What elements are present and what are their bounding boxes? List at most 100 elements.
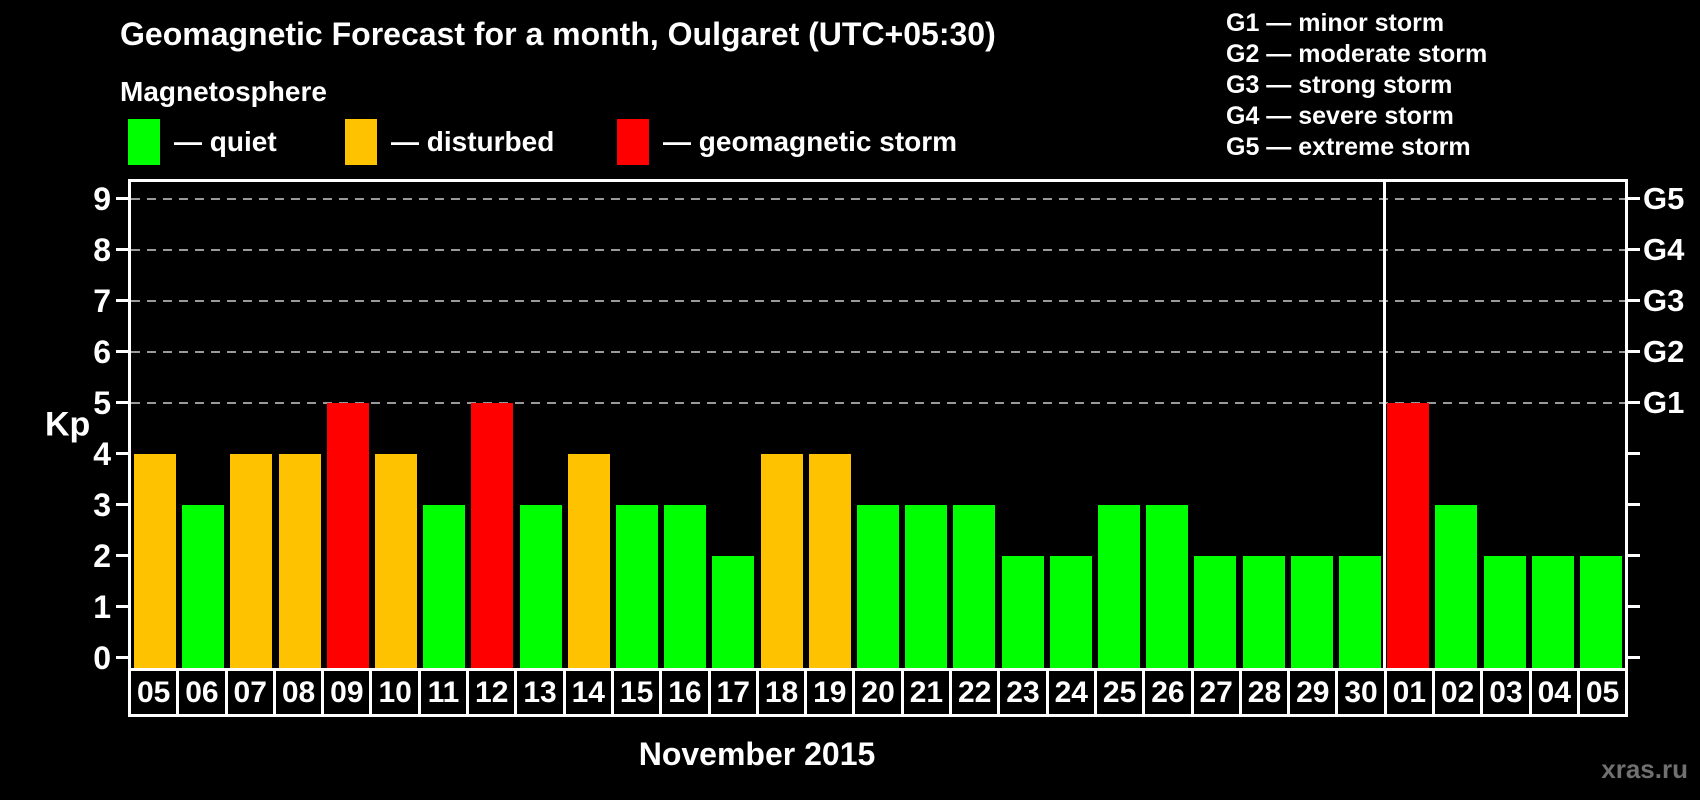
bar-day-16-kp3 [664, 504, 707, 668]
date-cell-nov-20: 20 [855, 671, 904, 714]
date-cell-nov-21: 21 [904, 671, 953, 714]
g-legend-line-g5: G5 — extreme storm [1226, 133, 1471, 161]
date-cell-nov-17: 17 [711, 671, 759, 714]
y-axis-tick-left-4 [116, 452, 128, 456]
g-axis-label-g5: G5 [1643, 180, 1685, 216]
y-axis-tick-right-6 [1628, 350, 1640, 354]
date-cell-nov-15: 15 [614, 671, 663, 714]
bar-day-08-kp4 [278, 453, 321, 668]
date-cell-nov-23: 23 [1000, 671, 1049, 714]
y-axis-tick-right-7 [1628, 299, 1640, 303]
magnetosphere-label: Magnetosphere [120, 76, 327, 107]
y-tick-label-6: 6 [93, 333, 111, 370]
date-cell-nov-09: 09 [324, 671, 373, 714]
bar-day-15-kp3 [616, 504, 659, 668]
bar-day-12-kp5 [471, 402, 514, 668]
gridline-kp8 [131, 248, 1625, 251]
y-axis-tick-left-3 [116, 503, 128, 507]
date-cell-nov-12: 12 [469, 671, 518, 714]
g-legend-line-g4: G4 — severe storm [1226, 102, 1454, 130]
y-axis-tick-right-8 [1628, 248, 1640, 252]
date-cell-nov-16: 16 [662, 671, 711, 714]
g-legend-line-g3: G3 — strong storm [1226, 71, 1453, 99]
storm-color-swatch-icon [617, 119, 649, 165]
y-axis-tick-left-5 [116, 401, 128, 405]
date-axis-row: 05 06 07 08 09 10 11 12 13 14 15 16 17 18 19 20 21 22 23 24… [128, 668, 1628, 717]
date-cell-nov-24: 24 [1049, 671, 1097, 714]
g-legend-line-g2: G2 — moderate storm [1226, 40, 1488, 68]
y-axis-tick-left-1 [116, 605, 128, 609]
bar-day-21-kp3 [905, 504, 948, 668]
date-cell-nov-25: 25 [1097, 671, 1146, 714]
bar-day-11-kp3 [423, 504, 466, 668]
y-axis-tick-right-5 [1628, 401, 1640, 405]
disturbed-color-swatch-icon [345, 119, 377, 165]
y-tick-label-0: 0 [93, 639, 111, 676]
y-axis-tick-right-3 [1628, 503, 1640, 507]
date-cell-dec-05: 05 [1585, 675, 1620, 709]
date-cell-nov-27: 27 [1194, 671, 1242, 714]
g-axis-label-g4: G4 [1643, 231, 1685, 267]
month-axis-title: November 2015 [638, 736, 876, 772]
y-axis-tick-right-1 [1628, 605, 1640, 609]
legend-label-storm: — geomagnetic storm [663, 126, 958, 157]
date-cell-nov-05: 05 [131, 671, 180, 714]
bar-day-29-kp2 [1290, 555, 1333, 668]
legend-item-disturbed: — disturbed [345, 118, 554, 166]
legend-label-quiet: — quiet [174, 126, 277, 157]
bar-day-28-kp2 [1242, 555, 1285, 668]
bar-day-20-kp3 [857, 504, 899, 668]
y-tick-label-5: 5 [93, 384, 111, 421]
date-cell-nov-30: 30 [1338, 671, 1387, 714]
date-cell-nov-28: 28 [1242, 671, 1291, 714]
y-tick-label-3: 3 [93, 486, 111, 523]
bar-day-27-kp2 [1194, 555, 1237, 668]
date-cell-nov-29: 29 [1290, 671, 1339, 714]
gridline-kp7 [131, 299, 1625, 302]
bar-day-19-kp4 [808, 453, 851, 668]
date-cell-dec-03: 03 [1483, 671, 1532, 714]
g-legend-line-g1: G1 — minor storm [1226, 9, 1445, 37]
kp-axis-label: Kp [45, 405, 91, 444]
y-axis-tick-right-4 [1628, 452, 1640, 456]
date-cell-nov-10: 10 [372, 671, 421, 714]
y-tick-label-7: 7 [93, 282, 111, 319]
bar-day-05-kp4 [134, 453, 177, 668]
g-axis-label-g1: G1 [1643, 384, 1685, 420]
date-cell-nov-22: 22 [952, 671, 1001, 714]
legend-label-disturbed: — disturbed [391, 126, 555, 157]
y-tick-label-2: 2 [93, 537, 111, 574]
y-axis-tick-left-9 [116, 197, 128, 201]
y-axis-tick-right-0 [1628, 656, 1640, 660]
bar-day-26-kp3 [1146, 504, 1189, 668]
bar-day-06-kp3 [182, 504, 225, 668]
g-scale-legend: G1 — minor storm G2 — moderate storm G3 … [1226, 8, 1487, 163]
date-cell-nov-07: 07 [228, 671, 276, 714]
bar-day-03-kp2 [1483, 555, 1526, 668]
quiet-color-swatch-icon [128, 119, 160, 165]
bar-day-02-kp3 [1435, 504, 1478, 668]
gridline-kp6 [131, 350, 1625, 353]
month-separator-line [1382, 182, 1386, 668]
y-tick-label-9: 9 [93, 180, 111, 217]
date-cell-nov-11: 11 [421, 671, 470, 714]
y-tick-label-1: 1 [93, 588, 111, 625]
y-tick-label-4: 4 [93, 435, 111, 472]
bar-day-04-kp2 [1531, 555, 1574, 668]
date-cell-dec-01: 01 [1387, 671, 1436, 714]
y-axis-tick-left-6 [116, 350, 128, 354]
plot-area: 0 1 2 3 4 5 6 7 8 9 G1 G2 G3 G4 G5 [93, 179, 1684, 676]
y-axis-tick-left-2 [116, 554, 128, 558]
bar-day-14-kp4 [567, 453, 610, 668]
date-cell-dec-04: 04 [1532, 671, 1580, 714]
date-cell-nov-14: 14 [566, 671, 614, 714]
bar-day-30-kp2 [1338, 555, 1381, 668]
date-cell-nov-06: 06 [179, 671, 228, 714]
date-cell-nov-18: 18 [759, 671, 808, 714]
chart-title: Geomagnetic Forecast for a month, Oulgar… [120, 16, 996, 52]
date-cell-nov-08: 08 [276, 671, 325, 714]
bar-day-18-kp4 [760, 453, 803, 668]
bar-day-10-kp4 [375, 453, 418, 668]
bar-day-05-kp2 [1579, 555, 1622, 668]
